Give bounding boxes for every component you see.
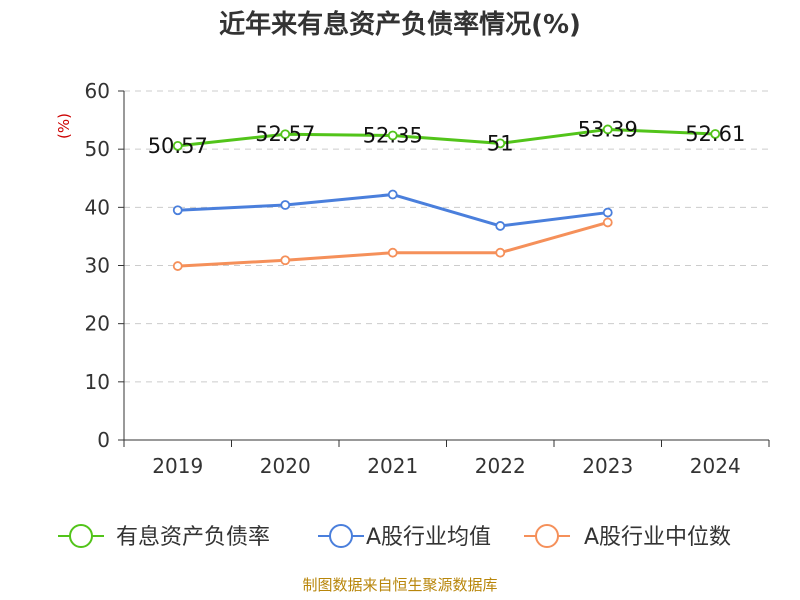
y-tick-label: 10 — [85, 370, 110, 394]
series-line — [177, 127, 716, 148]
data-label: 53.39 — [578, 117, 638, 141]
x-tick-label: 2021 — [367, 454, 418, 478]
legend-marker — [329, 524, 353, 548]
legend-marker — [535, 524, 559, 548]
data-source-note: 制图数据来自恒生聚源数据库 — [302, 576, 497, 594]
gridlines — [124, 90, 769, 383]
series-lines — [172, 124, 721, 271]
data-point — [387, 130, 398, 141]
data-point — [387, 247, 398, 258]
data-point — [710, 129, 721, 139]
x-tick-label: 2020 — [260, 454, 311, 478]
data-point — [280, 129, 291, 140]
series-line — [177, 221, 609, 268]
y-axis-unit-label: (%) — [55, 113, 73, 139]
data-point — [495, 138, 506, 149]
data-point — [172, 205, 183, 216]
legend-label: 有息资产负债率 — [116, 525, 270, 550]
data-point — [602, 217, 613, 228]
y-tick-label: 40 — [85, 195, 110, 219]
y-tick-label: 60 — [85, 79, 110, 103]
y-tick-label: 30 — [85, 254, 110, 278]
x-tick-label: 2024 — [690, 454, 741, 478]
data-point — [495, 247, 506, 258]
x-tick-label: 2023 — [582, 454, 633, 478]
x-tick-label: 2019 — [152, 454, 203, 478]
data-point — [280, 255, 291, 266]
data-point — [387, 189, 398, 200]
data-point — [172, 140, 183, 151]
y-tick-label: 0 — [97, 428, 110, 452]
data-labels: 50.57 52.57 52.35 51 53.39 52.61 — [148, 117, 746, 157]
y-tick-label: 20 — [85, 312, 110, 336]
y-tick-label: 50 — [85, 137, 110, 161]
data-point — [602, 124, 613, 135]
chart-title: 近年来有息资产负债率情况(%) — [219, 9, 581, 40]
axes: 0 10 20 30 40 50 60 2019 2020 2021 2022 2023 2024 — [85, 79, 770, 478]
data-label: 51 — [487, 131, 514, 155]
legend-label: A股行业中位数 — [584, 525, 731, 550]
data-point — [602, 207, 613, 218]
data-label: 52.57 — [255, 122, 315, 146]
data-point — [280, 200, 291, 210]
data-label: 52.61 — [685, 122, 745, 146]
legend-label: A股行业均值 — [366, 525, 491, 550]
data-label: 50.57 — [148, 134, 208, 158]
data-point — [495, 221, 506, 231]
legend: 有息资产负债率 A股行业均值 A股行业中位数 — [58, 524, 731, 550]
data-label: 52.35 — [363, 123, 423, 147]
x-tick-label: 2022 — [475, 454, 526, 478]
legend-marker — [69, 524, 93, 548]
data-point — [172, 261, 183, 271]
